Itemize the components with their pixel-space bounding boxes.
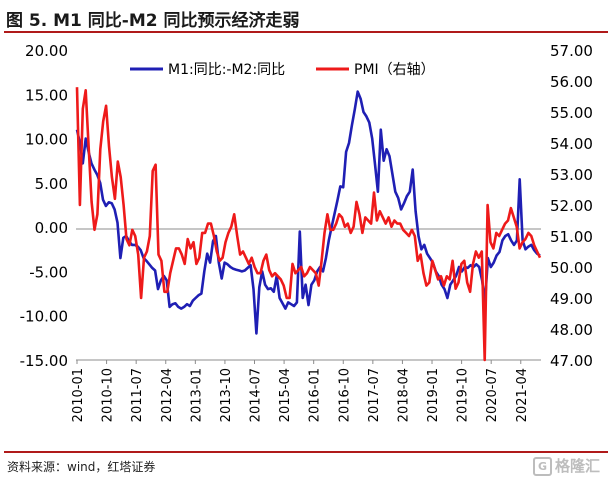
left-tick-label: -10.00: [20, 308, 68, 326]
left-axis-tick-labels: -15.00 -10.00 -5.00 0.00 5.00 10.00 15.00 20.00: [20, 42, 68, 370]
series-layer: [75, 87, 542, 362]
right-tick-label: 51.00: [550, 228, 593, 246]
right-tick-label: 53.00: [550, 166, 593, 184]
right-axis-tick-labels: 47.00 48.00 49.00 50.00 51.00 52.00 53.00 54.00…: [550, 42, 593, 370]
left-tick-label: 10.00: [25, 131, 68, 149]
x-tick-label: 2021-04: [515, 368, 530, 422]
legend-label: PMI（右轴）: [354, 62, 435, 78]
source-note: 资料来源：wind，红塔证券: [7, 460, 156, 474]
watermark: G 格隆汇: [532, 455, 600, 476]
right-tick-label: 55.00: [550, 104, 593, 122]
right-tick-label: 47.00: [550, 352, 593, 370]
x-axis: [76, 228, 541, 361]
right-tick-label: 56.00: [550, 73, 593, 91]
x-tick-label: 2012-04: [160, 368, 175, 422]
right-tick-label: 50.00: [550, 259, 593, 277]
x-tick-label: 2019-01: [426, 368, 441, 422]
x-axis-tick-labels: 2010-01 2010-10 2011-07 2012-04 2013-01 2013-…: [71, 360, 530, 422]
x-tick-label: 2019-10: [456, 368, 471, 422]
left-tick-label: 15.00: [25, 86, 68, 104]
right-tick-label: 54.00: [550, 135, 593, 153]
x-tick-label: 2018-04: [396, 368, 411, 422]
x-tick-label: 2010-01: [71, 368, 86, 422]
left-tick-label: 5.00: [35, 175, 68, 193]
x-tick-label: 2016-10: [337, 368, 352, 422]
source-bar: 资料来源：wind，红塔证券 G 格隆汇: [4, 451, 608, 479]
legend-label: M1:同比:-M2:同比: [168, 62, 285, 78]
series-line-pmi: [75, 87, 542, 362]
right-tick-label: 52.00: [550, 197, 593, 215]
right-tick-label: 57.00: [550, 42, 593, 60]
series-line-m1-m2: [75, 90, 541, 335]
watermark-logo-icon: G: [532, 457, 552, 476]
left-tick-label: 20.00: [25, 42, 68, 60]
x-tick-label: 2015-04: [278, 368, 293, 422]
right-tick-label: 49.00: [550, 290, 593, 308]
title-bar: 图 5. M1 同比-M2 同比预示经济走弱: [4, 3, 608, 33]
legend: M1:同比:-M2:同比 PMI（右轴）: [130, 62, 435, 78]
x-tick-label: 2013-01: [189, 368, 204, 422]
chart-title: 图 5. M1 同比-M2 同比预示经济走弱: [6, 11, 300, 31]
x-tick-label: 2016-01: [308, 368, 323, 422]
watermark-text: 格隆汇: [554, 457, 600, 475]
left-tick-label: 0.00: [35, 219, 68, 237]
right-tick-label: 48.00: [550, 321, 593, 339]
left-tick-label: -5.00: [29, 263, 68, 281]
x-tick-label: 2017-07: [367, 368, 382, 422]
left-tick-label: -15.00: [20, 352, 68, 370]
x-tick-label: 2014-07: [249, 368, 264, 422]
x-tick-label: 2011-07: [130, 368, 145, 422]
x-tick-label: 2020-07: [485, 368, 500, 422]
x-tick-label: 2010-10: [101, 368, 116, 422]
x-tick-label: 2013-10: [219, 368, 234, 422]
